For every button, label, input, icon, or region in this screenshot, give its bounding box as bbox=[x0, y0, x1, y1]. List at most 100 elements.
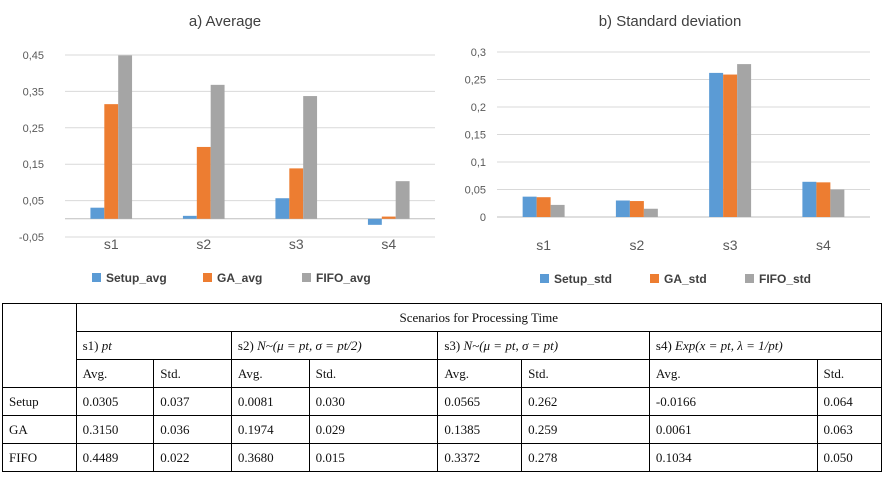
bar bbox=[303, 96, 318, 219]
y-tick-label: -0,05 bbox=[19, 232, 44, 244]
scenario-s1: s1) pt bbox=[75, 331, 232, 360]
table-cell: 0.278 bbox=[521, 443, 650, 472]
scenario-prefix: s2) bbox=[237, 337, 258, 353]
legend-label: GA_avg bbox=[217, 271, 262, 285]
table-header-row: Scenarios for Processing Time bbox=[2, 303, 883, 388]
y-tick-label: 0,25 bbox=[465, 75, 486, 87]
scenario-formula: pt bbox=[101, 337, 112, 353]
table-cell: 0.3150 bbox=[75, 415, 155, 444]
x-category-label: s4 bbox=[816, 237, 831, 253]
bar bbox=[104, 104, 119, 219]
bar bbox=[395, 181, 410, 219]
table-cell: 0.0565 bbox=[437, 387, 523, 416]
table-cell: 0.259 bbox=[521, 415, 650, 444]
subheader-cell: Avg. bbox=[648, 359, 818, 388]
subheader-row: Avg. Std. Avg. Std. Avg. Std. Avg. Std. bbox=[3, 359, 883, 388]
table-cell: 0.050 bbox=[816, 443, 883, 472]
bar bbox=[381, 216, 396, 219]
y-tick-label: 0,25 bbox=[23, 123, 44, 135]
table-cell: 0.3680 bbox=[230, 443, 310, 472]
bar bbox=[830, 189, 845, 217]
legend-swatch bbox=[302, 273, 311, 282]
legend-swatch bbox=[203, 273, 212, 282]
subheader-cell: Std. bbox=[153, 359, 232, 388]
subheader-cell: Std. bbox=[521, 359, 650, 388]
row-label: GA bbox=[2, 415, 77, 444]
x-category-label: s3 bbox=[289, 236, 304, 252]
bar bbox=[182, 215, 197, 219]
table-cell: 0.3372 bbox=[437, 443, 523, 472]
table-title: Scenarios for Processing Time bbox=[75, 303, 883, 332]
table-cell: 0.1385 bbox=[437, 415, 523, 444]
y-tick-label: 0 bbox=[480, 212, 486, 224]
y-tick-label: 0,3 bbox=[471, 47, 486, 59]
legend-label: FIFO_std bbox=[759, 272, 811, 286]
table-row: GA 0.3150 0.036 0.1974 0.029 0.1385 0.25… bbox=[2, 415, 883, 444]
scenario-prefix: s3) bbox=[444, 337, 464, 353]
bar bbox=[723, 74, 738, 217]
bar bbox=[367, 218, 382, 225]
scenario-row: s1) pt s2) N~(μ = pt, σ = pt/2) s3) N~(μ… bbox=[3, 331, 883, 360]
bar bbox=[550, 204, 565, 217]
legend-label: Setup_std bbox=[554, 272, 612, 286]
bar bbox=[90, 207, 105, 219]
table-cell: 0.037 bbox=[153, 387, 232, 416]
table-cell: 0.262 bbox=[521, 387, 650, 416]
bar bbox=[118, 55, 133, 219]
x-category-label: s1 bbox=[536, 237, 551, 253]
row-label: Setup bbox=[2, 387, 77, 416]
scenario-s4: s4) Exp(x = pt, λ = 1/pt) bbox=[648, 331, 883, 360]
table-cell: 0.022 bbox=[153, 443, 232, 472]
y-tick-label: 0,05 bbox=[23, 196, 44, 208]
table-cell: 0.015 bbox=[308, 443, 439, 472]
bar bbox=[210, 84, 225, 219]
x-category-label: s2 bbox=[629, 237, 644, 253]
results-table: Scenarios for Processing Time s1) pt s2)… bbox=[2, 303, 883, 472]
subheader-cell: Avg. bbox=[437, 359, 523, 388]
x-category-label: s3 bbox=[723, 237, 738, 253]
y-tick-label: 0,2 bbox=[471, 102, 486, 114]
bar bbox=[629, 201, 644, 217]
bar bbox=[709, 72, 724, 218]
scenario-s2: s2) N~(μ = pt, σ = pt/2) bbox=[230, 331, 439, 360]
table-cell: 0.030 bbox=[308, 387, 439, 416]
scenario-s3: s3) N~(μ = pt, σ = pt) bbox=[437, 331, 650, 360]
y-tick-label: 0,45 bbox=[23, 50, 44, 62]
table-cell: 0.036 bbox=[153, 415, 232, 444]
y-tick-label: 0,15 bbox=[465, 130, 486, 142]
subheader-cell: Avg. bbox=[75, 359, 155, 388]
table-row: FIFO 0.4489 0.022 0.3680 0.015 0.3372 0.… bbox=[2, 443, 883, 472]
bar bbox=[275, 198, 290, 219]
table-cell: 0.1034 bbox=[648, 443, 818, 472]
legend-label: Setup_avg bbox=[106, 271, 167, 285]
y-tick-label: 0,35 bbox=[23, 86, 44, 98]
legend-swatch bbox=[650, 274, 659, 283]
bar bbox=[522, 196, 537, 217]
table-cell: -0.0166 bbox=[648, 387, 818, 416]
corner-cell bbox=[2, 303, 77, 388]
table-cell: 0.1974 bbox=[230, 415, 310, 444]
legend-label: FIFO_avg bbox=[316, 271, 371, 285]
scenario-formula: Exp(x = pt, λ = 1/pt) bbox=[675, 337, 783, 353]
bar bbox=[643, 208, 658, 217]
y-tick-label: 0,05 bbox=[465, 185, 486, 197]
table-cell: 0.0081 bbox=[230, 387, 310, 416]
legend-label: GA_std bbox=[664, 272, 707, 286]
subheader-cell: Std. bbox=[816, 359, 883, 388]
table-cell: 0.064 bbox=[816, 387, 883, 416]
table-cell: 0.063 bbox=[816, 415, 883, 444]
table-cell: 0.0061 bbox=[648, 415, 818, 444]
table-cell: 0.0305 bbox=[75, 387, 155, 416]
x-category-label: s1 bbox=[104, 236, 119, 252]
chart-title: b) Standard deviation bbox=[599, 13, 742, 30]
y-tick-label: 0,1 bbox=[471, 157, 486, 169]
charts-canvas: a) Average -0,05 0,05 0,15 0,25 0,35 0,45 s1 s2 s… bbox=[19, 13, 870, 286]
subheader-cell: Avg. bbox=[230, 359, 310, 388]
legend-swatch bbox=[92, 273, 101, 282]
bar bbox=[615, 200, 630, 217]
bar bbox=[196, 146, 211, 219]
row-label: FIFO bbox=[2, 443, 77, 472]
bar bbox=[536, 197, 551, 217]
scenario-prefix: s4) bbox=[655, 337, 676, 353]
legend-swatch bbox=[540, 274, 549, 283]
